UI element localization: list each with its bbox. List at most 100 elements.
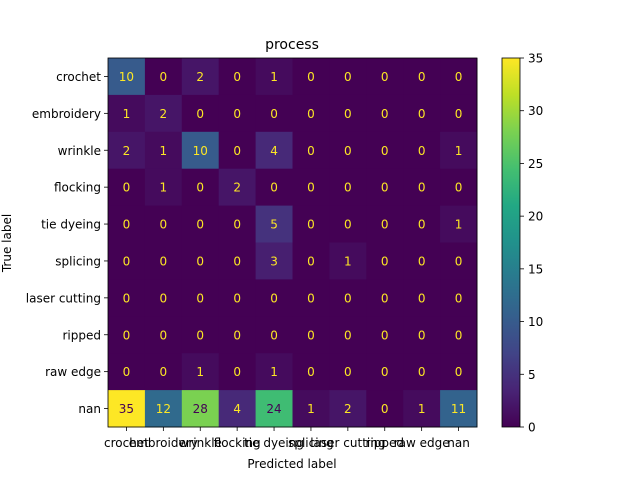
heatmap-cell [440,390,478,428]
heatmap-cell [366,131,404,170]
cell-value-label: 0 [307,328,315,342]
heatmap-cell [144,168,183,207]
heatmap-cell [292,58,330,96]
x-tick-label: flocking [214,436,261,450]
cell-value-label: 0 [344,181,352,195]
heatmap-cell [144,316,183,354]
heatmap-cell [403,279,441,317]
heatmap-cell [440,168,478,207]
y-tick-label: ripped [62,328,101,342]
x-tick-label: embroidery [129,436,198,450]
heatmap-cell [292,205,330,243]
heatmap-cell [144,279,183,317]
cell-value-label: 0 [196,181,204,195]
plot-frame [107,57,478,428]
heatmap-cell [181,58,220,96]
heatmap-cell [292,131,330,170]
heatmap-cell [366,58,404,96]
heatmap-cell [366,94,404,133]
cell-value-label: 3 [270,254,278,268]
y-tick-label: nan [78,402,101,416]
cell-value-label: 0 [381,402,389,416]
x-tick-label: raw edge [394,436,450,450]
heatmap-cell [218,205,257,243]
heatmap-cell [292,316,330,354]
cell-value-label: 4 [233,402,241,416]
cell-value-label: 0 [160,70,168,84]
y-tick-label: tie dyeing [41,218,101,232]
heatmap-cell [181,242,220,280]
heatmap-cell [292,279,330,317]
cell-value-label: 0 [233,107,241,121]
cell-value-label: 0 [344,328,352,342]
cell-value-label: 1 [123,107,131,121]
heatmap-cell [218,242,257,280]
cell-value-label: 1 [160,144,168,158]
heatmap-cell [255,58,293,96]
cell-value-label: 1 [270,70,278,84]
heatmap-cells [108,58,478,428]
heatmap-cell [218,279,257,317]
heatmap-cell [329,168,367,207]
cell-value-label: 1 [270,365,278,379]
cell-value-label: 0 [233,218,241,232]
heatmap-cell [218,168,257,207]
cell-value-label: 0 [455,365,463,379]
cell-value-label: 11 [451,402,466,416]
cell-value-label: 0 [196,107,204,121]
cell-value-label: 1 [455,144,463,158]
heatmap-cell [108,279,146,317]
heatmap-cell [218,316,257,354]
heatmap-cell [144,58,183,96]
colorbar-tick-label: 10 [528,315,543,329]
colorbar-tick-label: 5 [528,368,536,382]
cell-value-label: 24 [266,402,281,416]
heatmap-cell [181,316,220,354]
cell-value-label: 2 [123,144,131,158]
heatmap-cell [181,131,220,170]
heatmap-cell [366,390,404,428]
heatmap-cell [292,168,330,207]
x-tick-label: tie dyeing [244,436,304,450]
heatmap-cell [181,390,220,428]
x-axis-label: Predicted label [247,457,336,471]
cell-value-label: 0 [381,365,389,379]
heatmap-cell [329,390,367,428]
heatmap-cell [292,353,330,391]
cell-value-label: 0 [344,144,352,158]
heatmap-cell [218,353,257,391]
cell-value-label: 0 [418,291,426,305]
cell-value-label: 0 [381,181,389,195]
heatmap-cell [144,390,183,428]
cell-value-label: 0 [418,254,426,268]
cell-value-label: 2 [344,402,352,416]
heatmap-cell [329,353,367,391]
colorbar-ticks: 0 5 10 15 20 25 30 35 [520,52,543,435]
heatmap-cell [366,353,404,391]
heatmap-cell [403,390,441,428]
cell-value-label: 0 [233,365,241,379]
heatmap-cell [403,168,441,207]
cell-value-label: 0 [418,328,426,342]
y-tick-label: embroidery [32,107,101,121]
cell-value-label: 1 [307,402,315,416]
heatmap-cell [329,205,367,243]
heatmap-cell [329,58,367,96]
cell-value-label: 0 [381,328,389,342]
heatmap-cell [108,58,146,96]
cell-value-label: 0 [381,107,389,121]
cell-value-label: 0 [233,254,241,268]
cell-value-label: 0 [123,254,131,268]
cell-value-label: 0 [123,328,131,342]
cell-value-label: 1 [160,181,168,195]
cell-value-label: 5 [270,218,278,232]
cell-value-label: 0 [270,328,278,342]
cell-value-label: 0 [344,365,352,379]
heatmap-cell [440,316,478,354]
cell-value-label: 0 [123,218,131,232]
heatmap-cell [403,242,441,280]
heatmap-cell [108,94,146,133]
heatmap-cell [440,279,478,317]
cell-value-label: 2 [233,181,241,195]
